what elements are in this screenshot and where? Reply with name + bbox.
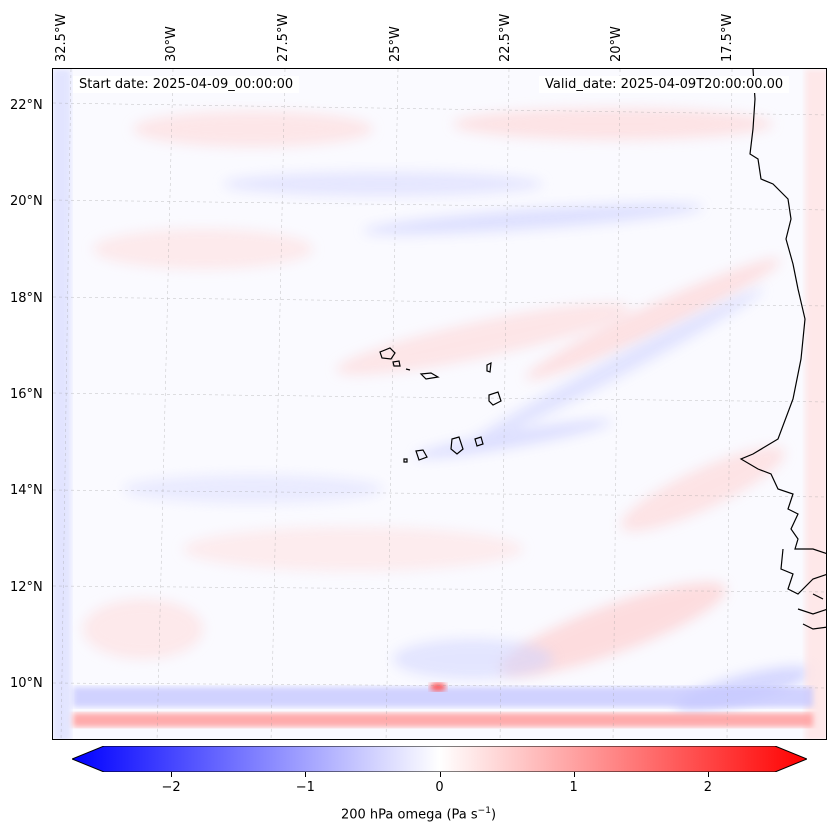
- colorbar-tick: [305, 772, 307, 777]
- start-date-label: Start date: 2025-04-09_00:00:00: [73, 76, 300, 93]
- lat-label: 22°N: [10, 98, 43, 113]
- lon-label: 17.5°W: [720, 13, 735, 62]
- lon-label: 30°W: [164, 26, 179, 62]
- lat-label: 12°N: [10, 580, 43, 595]
- colorbar-tick: [707, 772, 709, 777]
- lon-label: 22.5°W: [498, 13, 513, 62]
- lat-label: 20°N: [10, 194, 43, 209]
- colorbar-tick-label: −2: [161, 780, 181, 795]
- negative-omega-patches: [123, 172, 811, 712]
- colorbar-tick: [573, 772, 575, 777]
- coastline: [379, 69, 826, 630]
- colorbar: [70, 745, 809, 773]
- lat-label: 18°N: [10, 291, 43, 306]
- colorbar-tick: [171, 772, 173, 777]
- omega-field: [53, 69, 826, 739]
- map-panel: [52, 68, 827, 740]
- lon-label: 20°W: [609, 26, 624, 62]
- lon-label: 27.5°W: [276, 13, 291, 62]
- lon-label: 25°W: [388, 26, 403, 62]
- colorbar-title: 200 hPa omega (Pa s−1): [340, 806, 497, 823]
- positive-omega-patches: [83, 108, 786, 676]
- lat-label: 14°N: [10, 483, 43, 498]
- lat-label: 10°N: [10, 676, 43, 691]
- colorbar-tick-label: 0: [435, 780, 444, 795]
- lat-label: 16°N: [10, 387, 43, 402]
- colorbar-tick: [439, 772, 441, 777]
- colorbar-tick-label: 2: [703, 780, 713, 795]
- valid-date-label: Valid_date: 2025-04-09T20:00:00.00: [539, 76, 790, 93]
- graticule: [53, 69, 826, 739]
- colorbar-tick-label: 1: [569, 780, 578, 795]
- colorbar-tick-label: −1: [295, 780, 315, 795]
- lon-label: 32.5°W: [54, 13, 69, 62]
